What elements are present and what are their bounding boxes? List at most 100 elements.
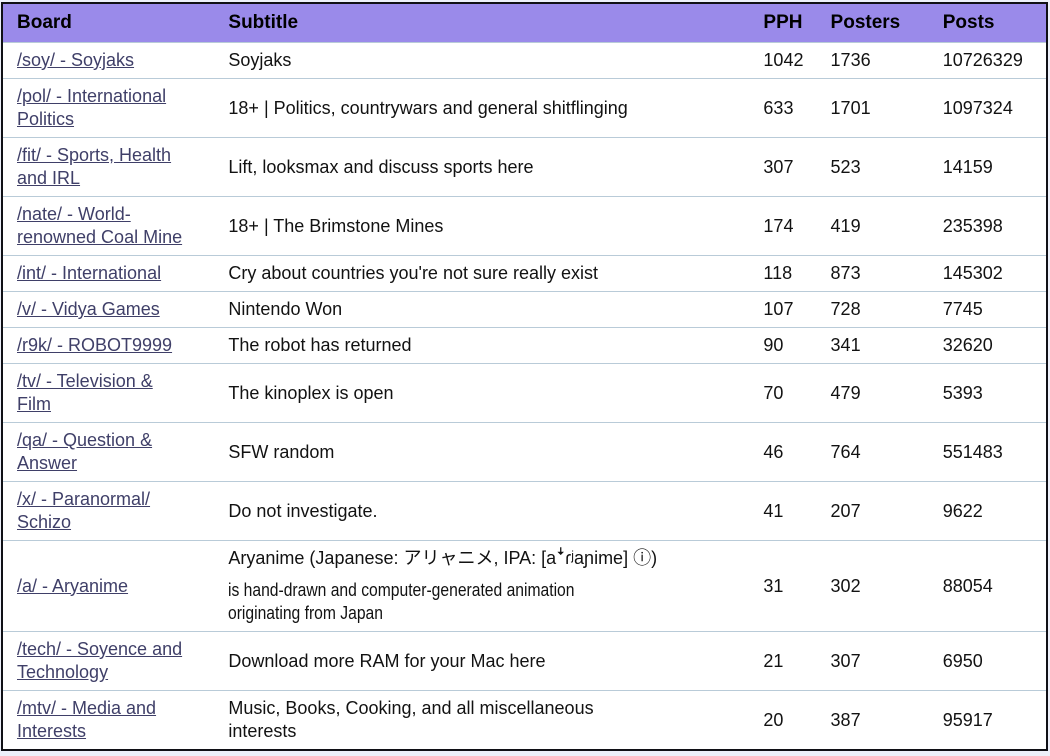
subtitle-cell: The kinoplex is open xyxy=(216,363,752,423)
subtitle-text: Soyjaks xyxy=(228,50,292,70)
board-cell: /v/ - Vidya Games xyxy=(2,291,217,328)
board-cell: /soy/ - Soyjaks xyxy=(2,42,217,79)
column-header-pph: PPH xyxy=(751,3,819,43)
table-row: /x/ - Paranormal/ Schizo Do not investig… xyxy=(2,481,1047,541)
subtitle-text: The robot has returned xyxy=(228,335,412,355)
table-row: /mtv/ - Media and Interests Music, Books… xyxy=(2,690,1047,750)
subtitle-cell: Download more RAM for your Mac here xyxy=(216,631,752,691)
table-row: /qa/ - Question & Answer SFW random 46 7… xyxy=(2,422,1047,482)
pph-cell: 633 xyxy=(751,78,819,138)
pph-cell: 31 xyxy=(751,540,819,632)
pph-cell: 21 xyxy=(751,631,819,691)
pph-cell: 90 xyxy=(751,327,819,364)
posts-cell: 14159 xyxy=(930,137,1047,197)
subtitle-cell: Nintendo Won xyxy=(216,291,752,328)
subtitle-text: Aryanime (Japanese: アリャニメ, IPA: [aꜜɾʲaɲi… xyxy=(228,548,658,568)
board-link-v[interactable]: /v/ - Vidya Games xyxy=(17,299,160,319)
board-link-tech[interactable]: /tech/ - Soyence and Technology xyxy=(17,639,183,682)
posts-cell: 6950 xyxy=(930,631,1047,691)
board-link-r9k[interactable]: /r9k/ - ROBOT9999 xyxy=(17,335,173,355)
posts-cell: 145302 xyxy=(930,255,1047,292)
posts-cell: 5393 xyxy=(930,363,1047,423)
board-link-nate[interactable]: /nate/ - World- renowned Coal Mine xyxy=(17,204,183,247)
posts-cell: 1097324 xyxy=(930,78,1047,138)
pph-cell: 70 xyxy=(751,363,819,423)
board-link-pol[interactable]: /pol/ - International Politics xyxy=(17,86,167,129)
subtitle-cell: Aryanime (Japanese: アリャニメ, IPA: [aꜜɾʲaɲi… xyxy=(216,540,752,632)
posters-cell: 1701 xyxy=(818,78,931,138)
board-link-a[interactable]: /a/ - Aryanime xyxy=(17,575,129,596)
table-row: /v/ - Vidya Games Nintendo Won 107 728 7… xyxy=(2,291,1047,328)
subtitle-text: SFW random xyxy=(228,441,335,462)
posts-cell: 9622 xyxy=(930,481,1047,541)
board-cell: /pol/ - International Politics xyxy=(2,78,217,138)
subtitle-text: Cry about countries you're not sure real… xyxy=(228,263,599,283)
subtitle-text: The kinoplex is open xyxy=(228,382,394,403)
board-link-int[interactable]: /int/ - International xyxy=(17,263,162,283)
posts-cell: 7745 xyxy=(930,291,1047,328)
column-header-posters: Posters xyxy=(818,3,931,43)
pph-cell: 118 xyxy=(751,255,819,292)
posters-cell: 728 xyxy=(818,291,931,328)
board-cell: /int/ - International xyxy=(2,255,217,292)
posts-cell: 95917 xyxy=(930,690,1047,750)
board-cell: /tech/ - Soyence and Technology xyxy=(2,631,217,691)
subtitle-text: Do not investigate. xyxy=(228,500,378,521)
subtitle-text: Nintendo Won xyxy=(228,299,343,319)
subtitle-cell: Cry about countries you're not sure real… xyxy=(216,255,752,292)
pph-cell: 1042 xyxy=(751,42,819,79)
board-link-tv[interactable]: /tv/ - Television & Film xyxy=(17,371,153,414)
posters-cell: 419 xyxy=(818,196,931,256)
table-row: /int/ - International Cry about countrie… xyxy=(2,255,1047,292)
board-cell: /a/ - Aryanime xyxy=(2,540,217,632)
pph-cell: 107 xyxy=(751,291,819,328)
subtitle-text: Lift, looksmax and discuss sports here xyxy=(228,156,534,177)
subtitle-cell: Do not investigate. xyxy=(216,481,752,541)
posters-cell: 1736 xyxy=(818,42,931,79)
board-cell: /fit/ - Sports, Health and IRL xyxy=(2,137,217,197)
pph-cell: 41 xyxy=(751,481,819,541)
table-header-row: Board Subtitle PPH Posters Posts xyxy=(2,3,1047,43)
subtitle-cell: Soyjaks xyxy=(216,42,752,79)
subtitle-cell: 18+ | The Brimstone Mines xyxy=(216,196,752,256)
posters-cell: 207 xyxy=(818,481,931,541)
board-link-fit[interactable]: /fit/ - Sports, Health and IRL xyxy=(17,145,172,188)
board-cell: /r9k/ - ROBOT9999 xyxy=(2,327,217,364)
table-row: /nate/ - World- renowned Coal Mine 18+ |… xyxy=(2,196,1047,256)
board-cell: /x/ - Paranormal/ Schizo xyxy=(2,481,217,541)
board-link-mtv[interactable]: /mtv/ - Media and Interests xyxy=(17,698,157,741)
board-cell: /nate/ - World- renowned Coal Mine xyxy=(2,196,217,256)
board-cell: /mtv/ - Media and Interests xyxy=(2,690,217,750)
posts-cell: 10726329 xyxy=(930,42,1047,79)
table-row: /tv/ - Television & Film The kinoplex is… xyxy=(2,363,1047,423)
pph-cell: 46 xyxy=(751,422,819,482)
table-row: /a/ - Aryanime Aryanime (Japanese: アリャニメ… xyxy=(2,540,1047,632)
table-row: /tech/ - Soyence and Technology Download… xyxy=(2,631,1047,691)
posts-cell: 235398 xyxy=(930,196,1047,256)
subtitle-extra-text: is hand-drawn and computer-generated ani… xyxy=(228,580,575,623)
table-row: /pol/ - International Politics 18+ | Pol… xyxy=(2,78,1047,138)
subtitle-text: 18+ | The Brimstone Mines xyxy=(228,215,444,236)
posters-cell: 387 xyxy=(818,690,931,750)
subtitle-cell: 18+ | Politics, countrywars and general … xyxy=(216,78,752,138)
subtitle-cell: The robot has returned xyxy=(216,327,752,364)
subtitle-cell: Music, Books, Cooking, and all miscellan… xyxy=(216,690,752,750)
table-row: /fit/ - Sports, Health and IRL Lift, loo… xyxy=(2,137,1047,197)
table-row: /soy/ - Soyjaks Soyjaks 1042 1736 107263… xyxy=(2,42,1047,79)
pph-cell: 307 xyxy=(751,137,819,197)
subtitle-cell: Lift, looksmax and discuss sports here xyxy=(216,137,752,197)
board-link-qa[interactable]: /qa/ - Question & Answer xyxy=(17,430,153,473)
pph-cell: 174 xyxy=(751,196,819,256)
board-link-soy[interactable]: /soy/ - Soyjaks xyxy=(17,50,135,70)
pph-cell: 20 xyxy=(751,690,819,750)
board-link-x[interactable]: /x/ - Paranormal/ Schizo xyxy=(17,489,151,532)
subtitle-text: Download more RAM for your Mac here xyxy=(228,650,546,671)
posters-cell: 479 xyxy=(818,363,931,423)
posters-cell: 341 xyxy=(818,327,931,364)
posters-cell: 873 xyxy=(818,255,931,292)
board-cell: /qa/ - Question & Answer xyxy=(2,422,217,482)
posts-cell: 32620 xyxy=(930,327,1047,364)
posters-cell: 523 xyxy=(818,137,931,197)
